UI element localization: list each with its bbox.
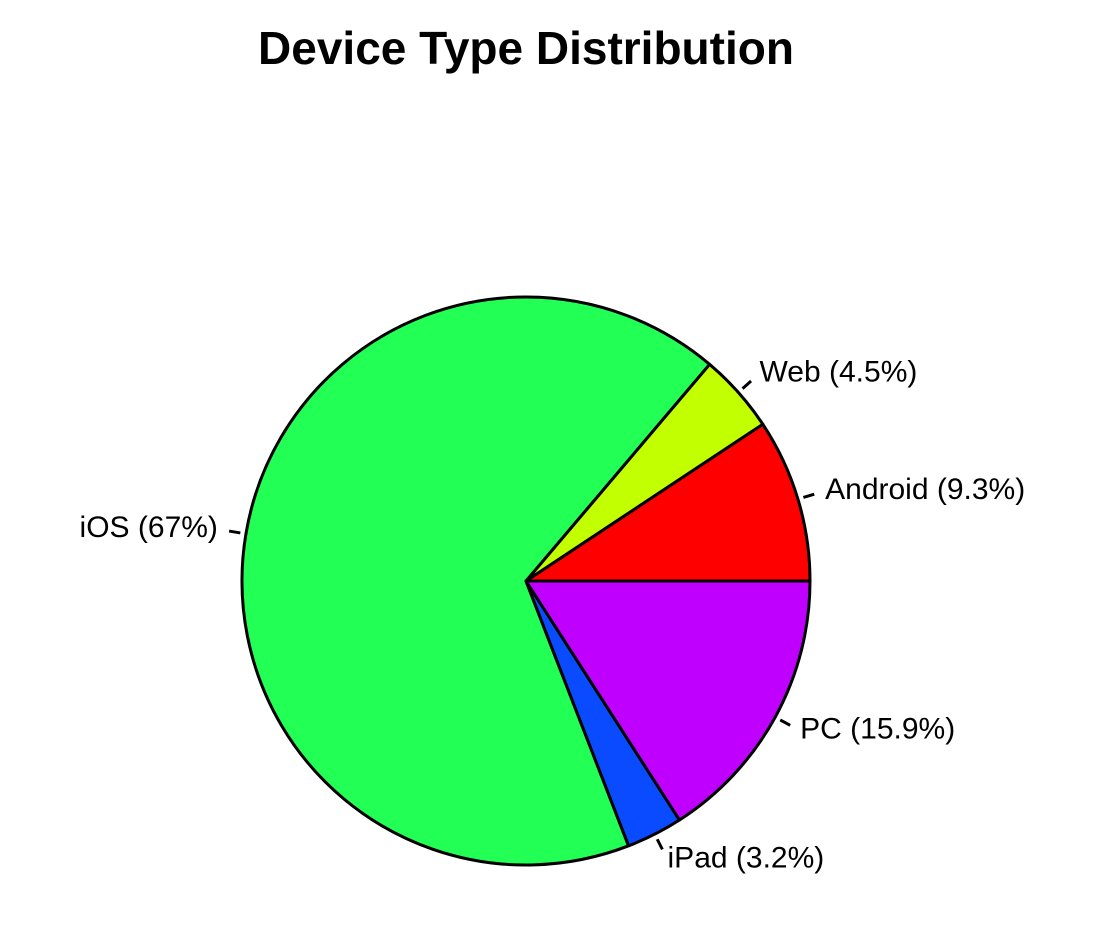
slice-label: Web (4.5%): [760, 355, 918, 388]
pie-slice: [240, 295, 712, 867]
label-tick: [655, 838, 664, 851]
chart-title: Device Type Distribution: [258, 22, 794, 74]
label-tick: [802, 492, 815, 499]
pie-slices: [240, 295, 812, 867]
slice-label: PC (15.9%): [800, 713, 955, 746]
label-tick: [779, 718, 791, 727]
label-tick: [228, 529, 241, 535]
label-tick: [741, 379, 753, 390]
slice-label: iPad (3.2%): [668, 841, 825, 874]
pie-slice: [524, 579, 812, 822]
slice-labels: Android (9.3%) Web (4.5%) iOS (67%) iPad (3…: [80, 355, 1026, 874]
pie-slice: [524, 422, 812, 583]
slice-label: iOS (67%): [80, 511, 218, 544]
slice-label: Android (9.3%): [825, 473, 1025, 506]
label-ticks: [228, 379, 815, 851]
